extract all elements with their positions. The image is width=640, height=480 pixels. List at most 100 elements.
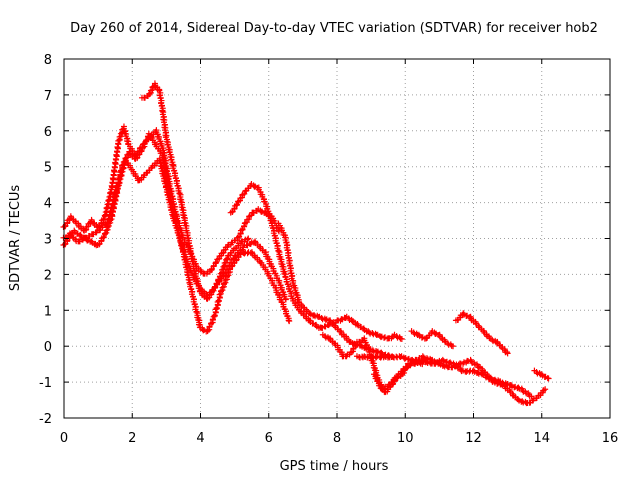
data-point bbox=[213, 259, 220, 266]
data-point bbox=[109, 201, 116, 208]
y-tick-label: 6 bbox=[44, 125, 52, 140]
data-point bbox=[388, 353, 395, 360]
x-tick-label: 10 bbox=[397, 431, 414, 446]
y-tick-label: -1 bbox=[39, 376, 52, 391]
series-track-I bbox=[408, 328, 457, 350]
data-point bbox=[109, 175, 116, 182]
data-point bbox=[107, 189, 114, 196]
y-tick-label: 4 bbox=[44, 197, 52, 212]
y-tick-label: 0 bbox=[44, 340, 52, 355]
x-axis-label: GPS time / hours bbox=[280, 459, 389, 474]
x-tick-label: 2 bbox=[128, 431, 136, 446]
data-point bbox=[241, 190, 248, 197]
data-point bbox=[233, 201, 240, 208]
data-point bbox=[219, 266, 226, 273]
x-tick-label: 0 bbox=[60, 431, 68, 446]
data-point bbox=[147, 87, 154, 94]
x-tick-label: 4 bbox=[196, 431, 204, 446]
data-point bbox=[103, 227, 110, 234]
data-point bbox=[545, 375, 552, 382]
data-point bbox=[491, 376, 498, 383]
data-point bbox=[318, 314, 325, 321]
data-point bbox=[217, 270, 224, 277]
data-point bbox=[420, 354, 427, 361]
data-point bbox=[222, 256, 229, 263]
data-point bbox=[519, 398, 526, 405]
data-point bbox=[487, 374, 494, 381]
data-point bbox=[528, 393, 535, 400]
chart-title: Day 260 of 2014, Sidereal Day-to-day VTE… bbox=[70, 21, 598, 36]
data-point bbox=[111, 167, 118, 174]
data-point bbox=[286, 318, 293, 325]
data-point bbox=[138, 147, 145, 154]
data-point bbox=[474, 369, 481, 376]
data-point bbox=[225, 269, 232, 276]
data-point bbox=[176, 190, 183, 197]
data-point bbox=[105, 216, 112, 223]
series-track-C bbox=[60, 130, 293, 335]
data-point bbox=[224, 273, 231, 280]
data-point bbox=[222, 277, 229, 284]
marks bbox=[60, 80, 552, 407]
grid bbox=[64, 59, 610, 418]
data-point bbox=[146, 90, 153, 97]
data-point bbox=[100, 233, 107, 240]
data-point bbox=[245, 235, 252, 242]
data-point bbox=[193, 309, 200, 316]
data-point bbox=[113, 151, 120, 158]
data-point bbox=[275, 247, 282, 254]
data-point bbox=[306, 310, 313, 317]
data-point bbox=[515, 396, 522, 403]
y-tick-label: 3 bbox=[44, 233, 52, 248]
data-point bbox=[219, 284, 226, 291]
data-point bbox=[311, 312, 318, 319]
data-point bbox=[470, 367, 477, 374]
y-tick-label: 8 bbox=[44, 53, 52, 68]
data-point bbox=[508, 381, 515, 388]
data-point bbox=[116, 133, 123, 140]
x-tick-label: 16 bbox=[602, 431, 619, 446]
data-point bbox=[114, 143, 121, 150]
data-point bbox=[447, 359, 454, 366]
data-point bbox=[108, 182, 115, 189]
data-point bbox=[172, 219, 179, 226]
data-point bbox=[221, 280, 228, 287]
data-point bbox=[436, 360, 443, 367]
data-point bbox=[220, 263, 227, 270]
y-tick-label: -2 bbox=[39, 412, 52, 427]
data-point bbox=[218, 287, 225, 294]
x-tick-label: 12 bbox=[465, 431, 482, 446]
data-point bbox=[499, 379, 506, 386]
y-tick-label: 1 bbox=[44, 304, 52, 319]
data-point bbox=[504, 350, 511, 357]
data-point bbox=[440, 362, 447, 369]
data-point bbox=[106, 193, 113, 200]
data-point bbox=[515, 384, 522, 391]
x-tick-label: 8 bbox=[333, 431, 341, 446]
y-axis-label: SDTVAR / TECUs bbox=[8, 185, 23, 292]
data-point bbox=[107, 208, 114, 215]
data-point bbox=[423, 355, 430, 362]
data-point bbox=[112, 159, 119, 166]
series-track-F bbox=[275, 220, 426, 368]
data-point bbox=[450, 343, 457, 350]
x-tick-label: 6 bbox=[265, 431, 273, 446]
series-track-L bbox=[531, 367, 552, 382]
data-point bbox=[542, 386, 549, 393]
data-point bbox=[221, 260, 228, 267]
series-track-H bbox=[371, 353, 535, 400]
data-point bbox=[244, 236, 251, 243]
data-point bbox=[105, 197, 112, 204]
data-point bbox=[439, 356, 446, 363]
data-point bbox=[275, 228, 282, 235]
y-tick-label: 5 bbox=[44, 161, 52, 176]
x-tick-label: 14 bbox=[533, 431, 550, 446]
data-point bbox=[216, 291, 223, 298]
series-track-K bbox=[353, 353, 395, 361]
data-point bbox=[366, 329, 373, 336]
data-point bbox=[224, 255, 231, 262]
data-point bbox=[398, 336, 405, 343]
series-track-E bbox=[227, 180, 405, 343]
